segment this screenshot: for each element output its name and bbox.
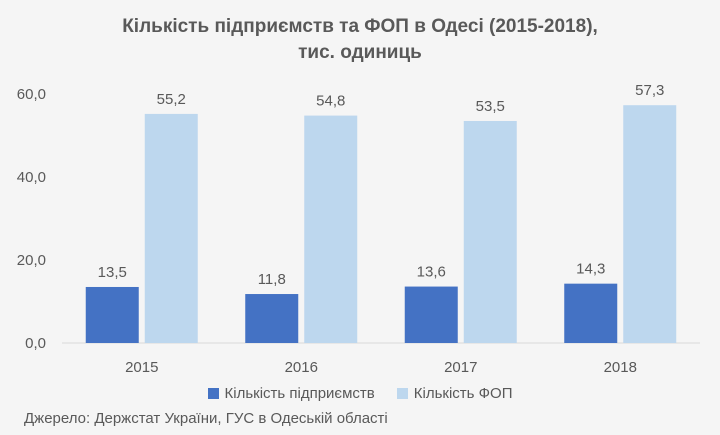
y-tick-label: 20,0: [17, 252, 46, 269]
x-tick-label: 2015: [125, 359, 158, 376]
data-label: 57,3: [635, 82, 664, 99]
bar-fop: [463, 120, 517, 343]
bar-enterprises: [85, 286, 139, 343]
legend: Кількість підприємств Кількість ФОП: [0, 385, 720, 402]
legend-label-fop: Кількість ФОП: [413, 385, 513, 402]
data-label: 11,8: [258, 271, 286, 288]
bar-fop: [144, 113, 198, 343]
legend-swatch-enterprises: [207, 388, 219, 399]
bar-fop: [304, 115, 358, 343]
source-note: Джерело: Держстат України, ГУС в Одеські…: [24, 410, 388, 427]
chart-title: Кількість підприємств та ФОП в Одесі (20…: [0, 14, 720, 66]
y-tick-label: 0,0: [25, 335, 46, 352]
data-label: 53,5: [476, 98, 505, 115]
bar-enterprises: [564, 283, 618, 343]
x-tick-label: 2018: [604, 359, 637, 376]
legend-label-enterprises: Кількість підприємств: [224, 385, 375, 402]
chart-title-line-2: тис. одиниць: [298, 42, 422, 63]
data-label: 55,2: [157, 91, 186, 108]
chart-title-line-1: Кількість підприємств та ФОП в Одесі (20…: [122, 16, 598, 37]
legend-item-enterprises: Кількість підприємств: [207, 385, 375, 402]
bar-enterprises: [245, 294, 299, 343]
bar-fop: [623, 105, 677, 343]
data-label: 14,3: [576, 261, 605, 278]
legend-swatch-fop: [396, 388, 408, 399]
legend-item-fop: Кількість ФОП: [396, 385, 513, 402]
x-tick-label: 2017: [444, 359, 477, 376]
data-label: 54,8: [316, 93, 345, 110]
bar-enterprises: [404, 286, 458, 343]
data-label: 13,5: [98, 264, 127, 281]
y-tick-label: 40,0: [17, 169, 46, 186]
y-tick-label: 60,0: [17, 86, 46, 103]
data-label: 13,6: [417, 264, 446, 281]
x-tick-label: 2016: [285, 359, 318, 376]
